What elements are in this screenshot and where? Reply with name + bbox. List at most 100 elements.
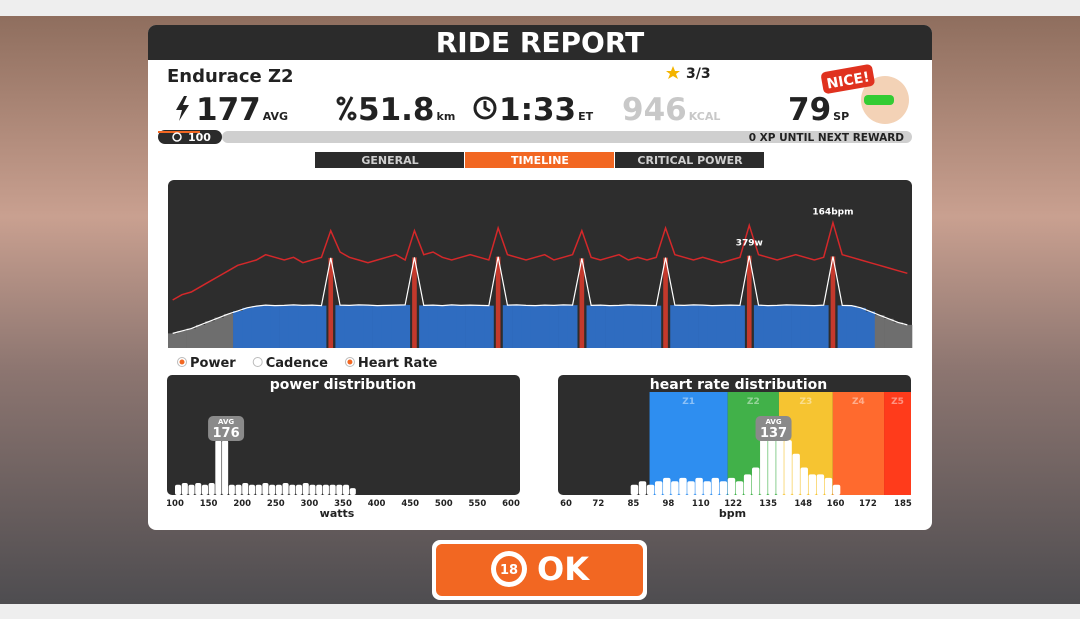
hist-bar <box>322 484 329 495</box>
power-bar <box>186 328 197 348</box>
x-tick-label: 172 <box>859 499 877 509</box>
power-bar <box>819 305 829 348</box>
power-bar <box>530 305 541 348</box>
avg-box <box>755 416 792 441</box>
power-bar <box>623 304 634 348</box>
power-dist-panel <box>167 375 520 495</box>
level-icon <box>172 132 182 142</box>
power-bar <box>856 307 866 348</box>
tab[interactable] <box>315 152 464 168</box>
hist-bar <box>711 477 720 495</box>
x-tick-label: 98 <box>663 499 675 509</box>
legend-dot-core <box>179 359 185 365</box>
stat-value: 177 <box>196 92 261 128</box>
x-tick-label: 122 <box>724 499 742 509</box>
power-bar <box>549 305 559 348</box>
hist-bar <box>295 484 303 495</box>
power-bar <box>456 305 466 348</box>
hist-bar <box>329 484 336 495</box>
x-tick-label: 500 <box>435 499 453 509</box>
power-bar <box>884 318 894 348</box>
tab[interactable] <box>465 152 614 168</box>
hist-bar <box>727 477 736 495</box>
power-bar <box>753 305 764 348</box>
bottom-strip <box>0 604 1080 619</box>
hist-bar <box>343 484 350 495</box>
tab[interactable] <box>615 152 764 168</box>
timer-core <box>496 556 522 582</box>
tab-label[interactable]: GENERAL <box>361 154 418 167</box>
report-title: RIDE REPORT <box>436 26 645 59</box>
hist-bar <box>248 484 256 495</box>
hist-bar <box>188 484 195 495</box>
distance-icon <box>336 96 357 121</box>
power-bar <box>830 256 836 348</box>
hist-bar <box>703 481 711 495</box>
hist-bar <box>289 484 296 495</box>
zone-label: Z2 <box>747 397 760 407</box>
zone-label: Z4 <box>852 397 865 407</box>
hist-bar <box>242 482 249 495</box>
ok-button[interactable] <box>436 544 643 596</box>
hist-bar <box>262 482 269 495</box>
power-bar <box>372 305 383 348</box>
x-tick-label: 150 <box>200 499 218 509</box>
power-bar <box>316 305 327 348</box>
power-bar <box>381 305 392 348</box>
power-bar <box>400 304 411 348</box>
hist-bar <box>275 484 282 495</box>
timer-text: 18 <box>500 563 518 578</box>
hist-bar <box>269 484 276 495</box>
zone-label: Z5 <box>891 397 904 407</box>
hist-bar <box>784 440 792 495</box>
hist-bar <box>215 440 222 495</box>
stat-unit: AVG <box>263 110 288 123</box>
hist-bar <box>654 481 663 495</box>
power-bar <box>698 305 708 348</box>
power-bar <box>846 305 857 348</box>
tab-label[interactable]: CRITICAL POWER <box>637 154 743 167</box>
legend-label: Power <box>190 356 236 371</box>
progress-text: 0 XP UNTIL NEXT REWARD <box>749 132 905 144</box>
power-bar <box>195 324 206 348</box>
tab-label[interactable]: TIMELINE <box>511 154 569 167</box>
hist-bar <box>743 474 752 495</box>
power-bar <box>412 257 417 348</box>
star-icon <box>666 66 680 79</box>
power-bar <box>307 305 318 348</box>
hist-bar <box>695 477 703 495</box>
ok-label[interactable]: OK <box>537 550 590 588</box>
power-bar <box>670 305 680 348</box>
power-bar <box>688 304 699 348</box>
power-bar <box>707 305 717 348</box>
power-bar <box>595 305 606 348</box>
avg-box <box>208 416 245 441</box>
x-tick-label: 400 <box>368 499 386 509</box>
star-count: 3/3 <box>686 66 711 82</box>
badge-bg <box>821 64 875 94</box>
legend-label: Heart Rate <box>358 356 438 371</box>
hist-bar <box>792 453 800 495</box>
x-tick-label: 300 <box>301 499 319 509</box>
power-bar <box>679 305 690 348</box>
x-tick-label: 200 <box>233 499 251 509</box>
top-strip <box>0 0 1080 16</box>
power-bar <box>363 305 373 348</box>
avatar-glasses <box>864 95 894 105</box>
power-bar <box>177 330 187 348</box>
power-bar <box>809 305 820 348</box>
power-bar <box>251 306 262 348</box>
stat-value: 1:33 <box>499 92 576 128</box>
power-bar <box>495 256 501 348</box>
power-bar <box>521 305 531 348</box>
x-axis-label: bpm <box>719 507 746 520</box>
peak-hr-label: 164bpm <box>812 208 853 218</box>
hist-bar <box>816 474 825 495</box>
hr-line <box>172 219 908 301</box>
hist-bar <box>181 482 188 495</box>
power-bar <box>437 305 448 348</box>
x-tick-label: 110 <box>692 499 710 509</box>
power-bar <box>605 305 615 348</box>
power-bar <box>902 324 913 348</box>
hist-bar <box>760 426 768 495</box>
